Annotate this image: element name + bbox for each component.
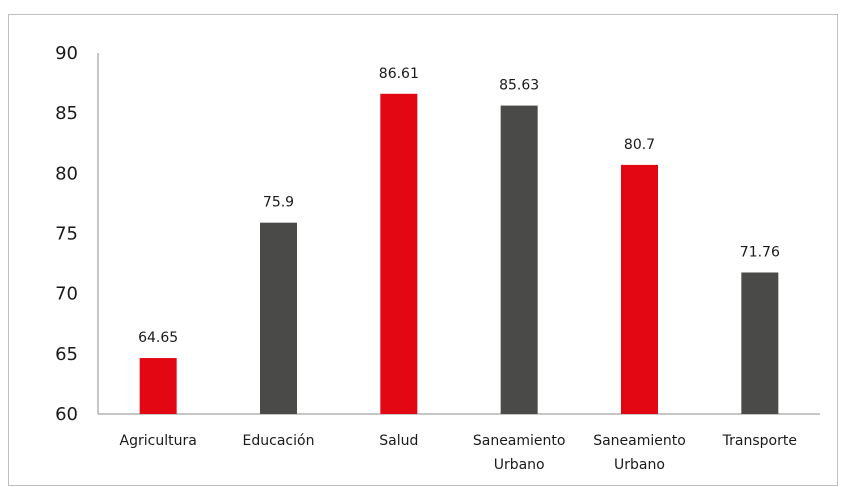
- y-tick-label: 85: [55, 103, 78, 124]
- bar: [741, 272, 779, 414]
- data-label: 75.9: [263, 195, 294, 211]
- category-label: Transporte: [722, 433, 797, 449]
- bar: [260, 222, 297, 414]
- data-label: 71.76: [740, 244, 780, 260]
- category-label: Saneamiento Urbano: [593, 433, 686, 473]
- bar: [139, 358, 177, 414]
- bar: [621, 164, 658, 414]
- bar: [500, 105, 538, 414]
- data-label: 64.65: [138, 330, 178, 346]
- y-tick-label: 70: [55, 284, 78, 305]
- y-tick-label: 65: [55, 344, 78, 365]
- y-tick-label: 60: [55, 404, 78, 425]
- category-label: Salud: [379, 433, 418, 449]
- y-tick-label: 80: [55, 163, 78, 184]
- data-label: 86.61: [379, 66, 419, 82]
- data-label: 85.63: [499, 78, 539, 94]
- data-label: 80.7: [624, 137, 655, 153]
- y-tick-label: 75: [55, 224, 78, 245]
- category-label: Saneamiento Urbano: [473, 433, 566, 473]
- category-label: Educación: [243, 433, 315, 449]
- category-label: Agricultura: [120, 433, 197, 449]
- y-tick-label: 90: [55, 43, 78, 64]
- bar: [380, 93, 418, 414]
